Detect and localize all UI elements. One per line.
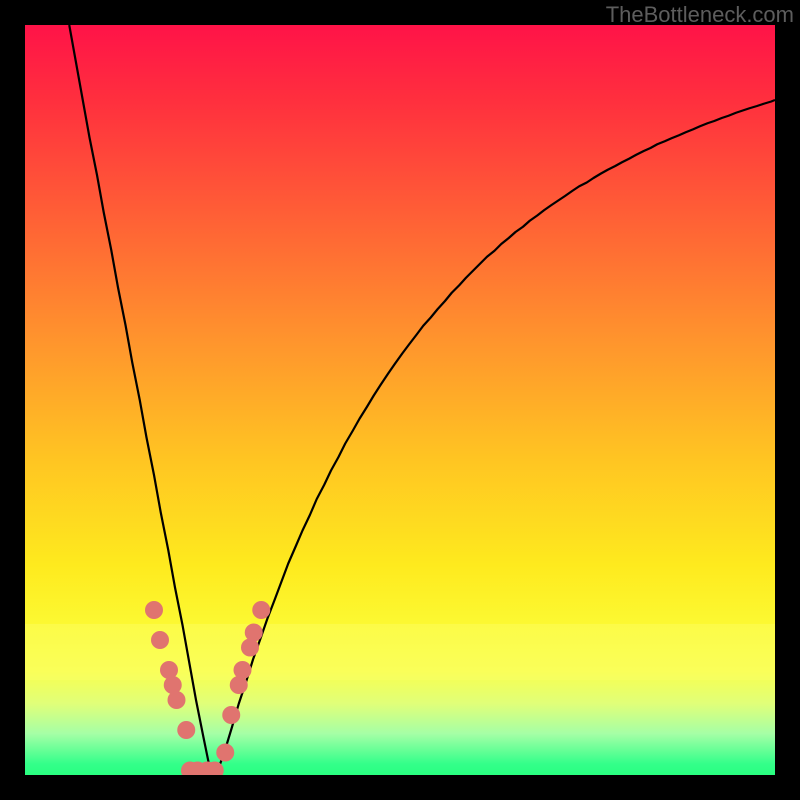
data-marker xyxy=(151,631,169,649)
watermark-text: TheBottleneck.com xyxy=(606,2,794,28)
highlight-band xyxy=(25,624,775,680)
data-marker xyxy=(245,624,263,642)
data-marker xyxy=(222,706,240,724)
bottleneck-chart xyxy=(0,0,800,800)
chart-container: TheBottleneck.com xyxy=(0,0,800,800)
data-marker xyxy=(164,676,182,694)
data-marker xyxy=(216,744,234,762)
data-marker xyxy=(160,661,178,679)
data-marker xyxy=(230,676,248,694)
data-marker xyxy=(241,639,259,657)
data-marker xyxy=(177,721,195,739)
data-marker xyxy=(252,601,270,619)
data-marker xyxy=(168,691,186,709)
data-marker xyxy=(234,661,252,679)
data-marker xyxy=(145,601,163,619)
